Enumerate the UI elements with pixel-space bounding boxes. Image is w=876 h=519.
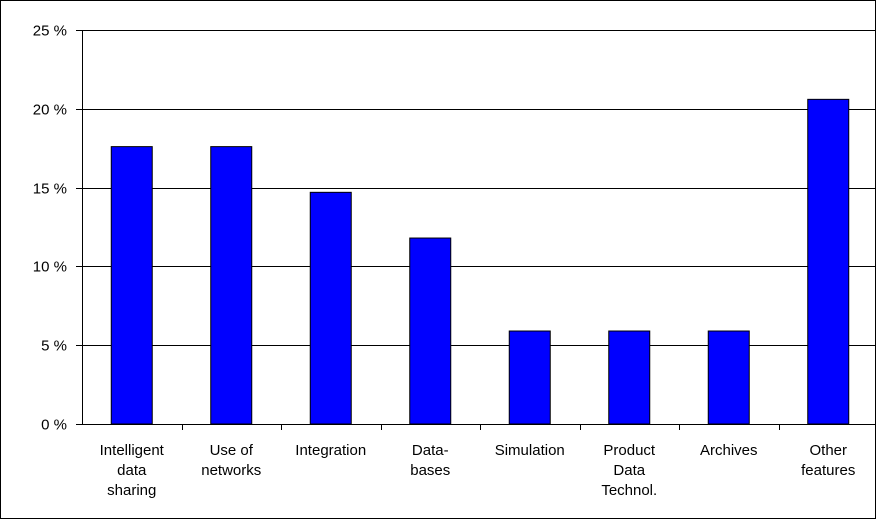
gridlines [82,30,876,425]
x-tick-label: Use of networks [201,442,261,479]
x-tick-label: Data-bases [410,442,450,479]
y-tick-label: 0 % [41,417,67,434]
y-tick-label: 15 % [33,181,67,198]
bar [210,146,253,425]
x-tick-label: Archives [700,442,758,459]
x-tick-label: Simulation [495,442,565,459]
axes [76,30,876,430]
y-tick-label: 25 % [33,23,67,40]
x-tick-labels: Intelligent data sharing Use of networks Inte… [100,442,856,499]
bar [309,191,352,425]
bar [807,98,850,425]
y-tick-label: 5 % [41,338,67,355]
bar [409,237,452,425]
x-tick-label: Intelligent data sharing [100,442,165,499]
bar [707,330,750,425]
x-tick-label: Other features [801,442,855,479]
bars [110,98,850,425]
x-tick-label: Product Data Technol. [601,442,657,499]
y-tick-label: 20 % [33,102,67,119]
y-tick-label: 10 % [33,259,67,276]
x-tick-label: Integration [295,442,366,459]
y-tick-labels: 0 % 5 % 10 % 15 % 20 % 25 % [33,23,67,434]
bar [110,146,153,425]
bar [508,330,551,425]
bar [608,330,651,425]
